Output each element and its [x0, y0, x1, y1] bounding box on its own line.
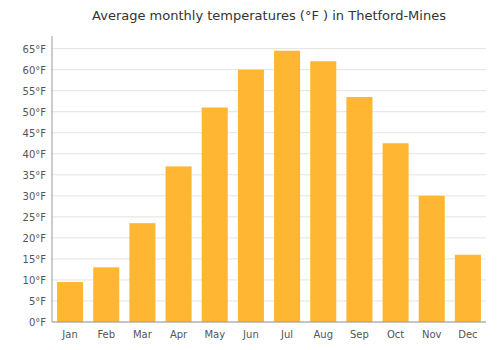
bar: [238, 70, 264, 322]
grid-line: [52, 48, 486, 49]
y-tick-label: 15°F: [23, 254, 47, 265]
x-tick-label: Jul: [280, 329, 293, 340]
grid-line: [52, 153, 486, 154]
grid-line: [52, 111, 486, 112]
y-tick-label: 5°F: [29, 296, 46, 307]
bar: [383, 143, 409, 322]
bar: [93, 267, 119, 322]
x-tick-label: Mar: [133, 329, 153, 340]
bar: [346, 97, 372, 322]
x-axis-line: [52, 322, 486, 323]
x-tick-label: Dec: [458, 329, 477, 340]
x-tick-label: Jun: [242, 329, 259, 340]
y-tick-label: 55°F: [23, 86, 47, 97]
y-axis-line: [52, 36, 53, 322]
bars: [57, 51, 481, 322]
bar: [310, 61, 336, 322]
x-tick-label: Feb: [97, 329, 115, 340]
grid-line: [52, 69, 486, 70]
y-tick-label: 45°F: [23, 128, 47, 139]
grid-line: [52, 322, 486, 323]
y-tick-label: 20°F: [23, 233, 47, 244]
y-grid: [52, 49, 486, 322]
y-tick-label: 30°F: [23, 191, 47, 202]
y-tick-label: 60°F: [23, 65, 47, 76]
bar: [202, 108, 228, 323]
x-tick-label: Apr: [170, 329, 188, 340]
title: Average monthly temperatures (°F ) in Th…: [92, 8, 446, 23]
x-tick-label: Aug: [313, 329, 333, 340]
bar: [419, 196, 445, 322]
x-tick-label: Nov: [422, 329, 442, 340]
y-tick-label: 0°F: [29, 317, 46, 328]
grid-line: [52, 132, 486, 133]
x-tick-label: Oct: [387, 329, 404, 340]
y-tick-label: 35°F: [23, 170, 47, 181]
x-tick-label: Sep: [350, 329, 369, 340]
y-tick-label: 65°F: [23, 44, 47, 55]
x-tick-label: Jan: [61, 329, 77, 340]
bar: [57, 282, 83, 322]
grid-line: [52, 90, 486, 91]
y-tick-label: 10°F: [23, 275, 47, 286]
grid-line: [52, 174, 486, 175]
bar: [274, 51, 300, 322]
bar: [166, 166, 192, 322]
y-tick-label: 50°F: [23, 107, 47, 118]
y-tick-label: 25°F: [23, 212, 47, 223]
x-tick-label: May: [204, 329, 225, 340]
bar: [455, 255, 481, 322]
chart: Average monthly temperatures (°F ) in Th…: [0, 0, 500, 350]
y-tick-label: 40°F: [23, 149, 47, 160]
bar: [129, 223, 155, 322]
